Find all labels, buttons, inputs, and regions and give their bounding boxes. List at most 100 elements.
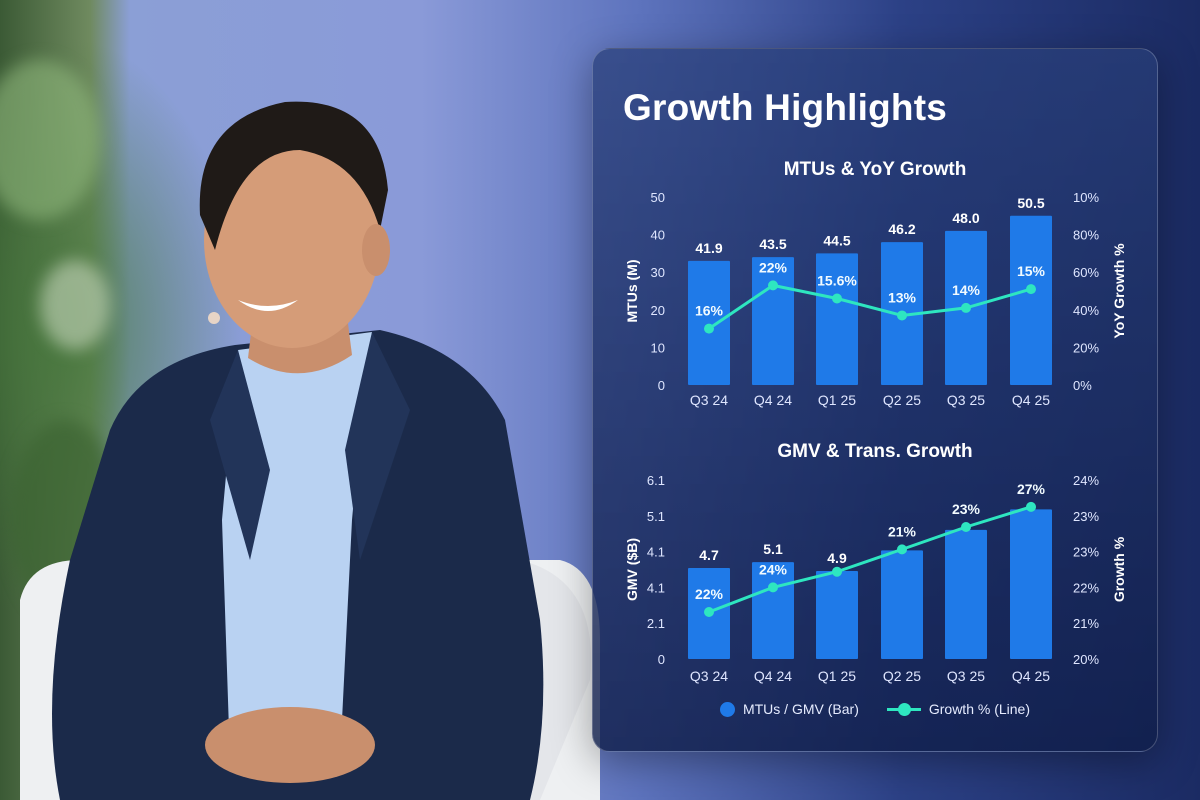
y-tick-label: 2.1 <box>647 616 665 631</box>
line-point <box>704 607 714 618</box>
line-value-label: 14% <box>952 282 981 298</box>
line-point <box>897 310 907 321</box>
x-tick-label: Q2 25 <box>883 668 921 684</box>
lapel-right <box>345 332 410 560</box>
bar <box>945 529 987 659</box>
face <box>204 132 380 348</box>
y2-tick-label: 20% <box>1073 652 1099 667</box>
y2-tick-label: 40% <box>1073 303 1099 318</box>
line-value-label: 22% <box>695 586 724 602</box>
x-tick-label: Q1 25 <box>818 668 856 684</box>
hands <box>205 707 375 783</box>
x-tick-label: Q4 25 <box>1012 668 1050 684</box>
growth-line <box>708 505 1032 614</box>
bar <box>752 257 794 385</box>
line-value-label: 21% <box>888 523 917 539</box>
y-tick-label: 10 <box>651 340 665 355</box>
y-tick-label: 0 <box>658 652 665 667</box>
x-tick-label: Q3 25 <box>947 668 985 684</box>
line-swatch-icon <box>886 702 921 717</box>
bar <box>816 253 858 385</box>
ear <box>362 224 390 276</box>
y2-tick-label: 20% <box>1073 340 1099 355</box>
speaker-photo <box>20 101 600 800</box>
y2-tick-label: 23% <box>1073 509 1099 524</box>
chart-gmv: GMV & Trans. Growth 0 2.1 4.1 4.1 5.1 6.1 20% 21… <box>624 441 1127 684</box>
y-axis-label: MTUs (M) <box>624 260 640 323</box>
growth-highlights-panel: Growth Highlights MTUs & YoY Growth 0 10 20… <box>592 48 1158 752</box>
growth-line <box>708 283 1032 330</box>
foliage-blur <box>0 60 100 220</box>
smile <box>238 300 298 311</box>
y2-tick-label: 80% <box>1073 228 1099 243</box>
bar <box>881 550 923 659</box>
line-value-label: 16% <box>695 303 724 319</box>
line-point <box>704 323 714 334</box>
y2-axis-label: Growth % <box>1111 536 1127 602</box>
bar-value-label: 41.9 <box>695 240 722 256</box>
line-point <box>832 293 842 304</box>
line-point <box>961 521 971 532</box>
x-tick-label: Q2 25 <box>883 392 921 408</box>
hair <box>199 101 388 250</box>
bar-value-label: 50.5 <box>1017 195 1044 211</box>
y-axis-label: GMV ($B) <box>624 538 640 601</box>
x-tick-label: Q4 25 <box>1012 392 1050 408</box>
line-point <box>897 544 907 555</box>
chart-legend: MTUs / GMV (Bar) Growth % (Line) <box>593 697 1157 721</box>
y2-tick-label: 24% <box>1073 473 1099 488</box>
chart-title: GMV & Trans. Growth <box>777 441 972 462</box>
x-tick-label: Q4 24 <box>754 668 792 684</box>
line-value-label: 15.6% <box>817 273 857 289</box>
line-point <box>768 582 778 593</box>
line-value-label: 24% <box>759 561 788 577</box>
x-tick-label: Q3 25 <box>947 392 985 408</box>
legend-bar-label: MTUs / GMV (Bar) <box>742 701 859 717</box>
legend-item-bar: MTUs / GMV (Bar) <box>719 701 859 717</box>
y-tick-label: 6.1 <box>647 473 665 488</box>
line-value-label: 13% <box>888 289 917 305</box>
y2-tick-label: 23% <box>1073 545 1099 560</box>
line-point <box>768 280 778 291</box>
y-tick-label: 4.1 <box>647 580 665 595</box>
line-point <box>832 566 842 577</box>
y-tick-label: 4.1 <box>647 545 665 560</box>
line-point <box>961 302 971 313</box>
bar-value-label: 46.2 <box>888 221 915 237</box>
legend-item-line: Growth % (Line) <box>886 701 1031 717</box>
panel-title: Growth Highlights <box>623 87 948 128</box>
y2-tick-label: 22% <box>1073 580 1099 595</box>
bar-value-label: 4.9 <box>827 550 847 566</box>
chart-mtus: MTUs & YoY Growth 0 10 20 30 40 50 0% 20% 40% 60% 8… <box>624 159 1127 408</box>
x-tick-label: Q4 24 <box>754 392 792 408</box>
bar <box>1010 215 1052 385</box>
bar-swatch-icon <box>719 701 735 717</box>
y2-axis-label: YoY Growth % <box>1111 243 1127 339</box>
y-tick-label: 5.1 <box>647 509 665 524</box>
x-tick-label: Q3 24 <box>690 668 728 684</box>
foliage-blur <box>40 260 110 350</box>
y2-tick-label: 21% <box>1073 616 1099 631</box>
line-value-label: 15% <box>1017 263 1046 279</box>
line-value-label: 27% <box>1017 481 1046 497</box>
y-tick-label: 30 <box>651 265 665 280</box>
bar <box>1010 509 1052 659</box>
bar-value-label: 44.5 <box>823 232 850 248</box>
line-value-label: 22% <box>759 259 788 275</box>
y-tick-label: 40 <box>651 228 665 243</box>
charts-canvas: MTUs & YoY Growth 0 10 20 30 40 50 0% 20% 40% 60% 8… <box>624 159 1127 684</box>
y2-tick-label: 10% <box>1073 190 1099 205</box>
bar-value-label: 43.5 <box>759 236 786 252</box>
bar-value-label: 5.1 <box>763 541 783 557</box>
y-tick-label: 50 <box>651 190 665 205</box>
line-point <box>1026 284 1036 295</box>
bar-value-label: 4.7 <box>699 547 719 563</box>
headset-mic <box>208 312 220 324</box>
bar-value-label: 48.0 <box>952 210 979 226</box>
legend-line-label: Growth % (Line) <box>928 701 1031 717</box>
line-point <box>1026 501 1036 512</box>
lapel-left <box>210 350 270 560</box>
x-tick-label: Q1 25 <box>818 392 856 408</box>
y2-tick-label: 0% <box>1073 378 1092 393</box>
y-tick-label: 20 <box>651 303 665 318</box>
